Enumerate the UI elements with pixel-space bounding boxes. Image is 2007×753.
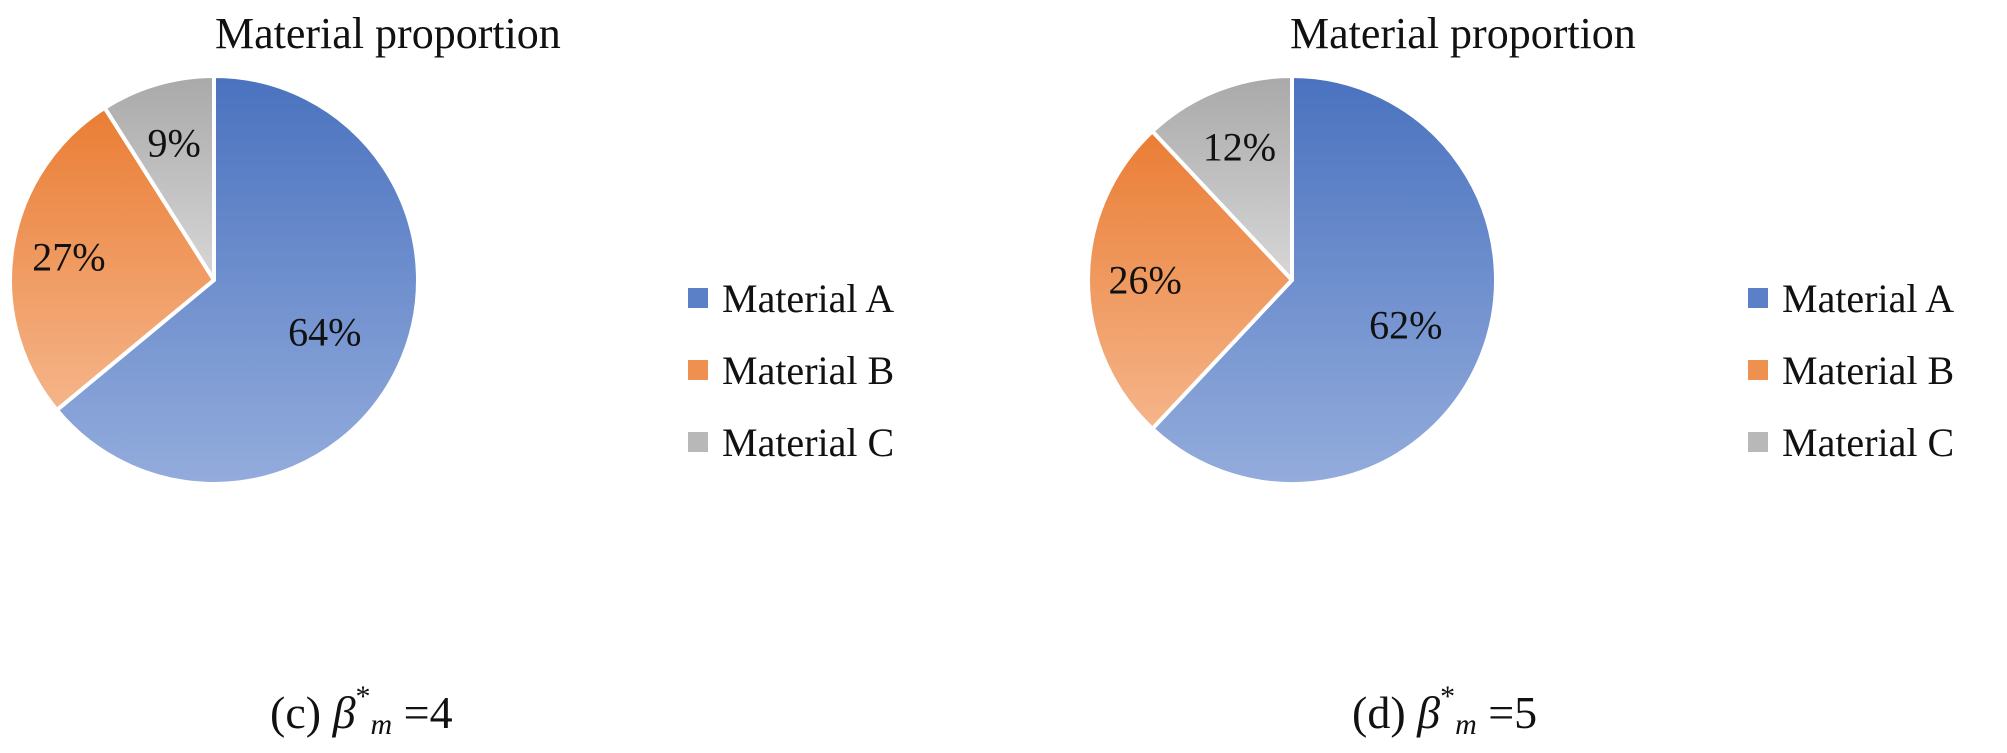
legend-label: Material A xyxy=(722,275,895,321)
legend-swatch-c xyxy=(688,432,708,452)
caption-sup: * xyxy=(1440,680,1456,713)
panel-caption: (c) β*m =4 xyxy=(270,680,453,742)
caption-sub: m xyxy=(1455,708,1477,741)
data-label-material-c: 12% xyxy=(1203,125,1276,170)
slice-material-a xyxy=(54,74,420,486)
chart-panel-d: Material proportion 62% 26% 12% Material A… xyxy=(1078,0,2007,753)
legend-swatch-a xyxy=(1748,288,1768,308)
caption-sub: m xyxy=(370,708,393,741)
caption-symbol: β xyxy=(332,687,356,738)
legend-item-material-a: Material A xyxy=(1748,262,1954,334)
data-label-material-b: 27% xyxy=(32,235,105,280)
slice-material-b xyxy=(8,105,216,413)
chart-title: Material proportion xyxy=(215,9,561,58)
legend-item-material-c: Material C xyxy=(1748,406,1954,478)
caption-prefix: (d) xyxy=(1352,687,1418,738)
legend-label: Material B xyxy=(722,347,895,393)
caption-sup: * xyxy=(355,680,371,713)
caption-suffix: =4 xyxy=(392,687,453,738)
legend-label: Material C xyxy=(1782,419,1955,465)
legend-swatch-c xyxy=(1748,432,1768,452)
slice-material-b xyxy=(1086,129,1294,431)
legend-item-material-b: Material B xyxy=(1748,334,1954,406)
slice-material-a xyxy=(1150,74,1498,486)
legend: Material A Material B Material C xyxy=(688,262,894,478)
data-label-material-b: 26% xyxy=(1108,258,1181,303)
legend-label: Material C xyxy=(722,419,895,465)
legend-item-material-c: Material C xyxy=(688,406,894,478)
data-label-material-a: 62% xyxy=(1369,303,1442,348)
legend-label: Material B xyxy=(1782,347,1955,393)
legend-swatch-b xyxy=(688,360,708,380)
slice-material-c xyxy=(1150,74,1294,282)
legend-label: Material A xyxy=(1782,275,1955,321)
legend: Material A Material B Material C xyxy=(1748,262,1954,478)
legend-swatch-b xyxy=(1748,360,1768,380)
legend-item-material-b: Material B xyxy=(688,334,894,406)
chart-panel-c: Material proportion 64% 27% 9% Material A … xyxy=(0,0,1003,753)
legend-swatch-a xyxy=(688,288,708,308)
pie-chart-c: 64% 27% 9% xyxy=(8,74,420,486)
slice-material-c xyxy=(102,74,216,282)
pie-chart-d: 62% 26% 12% xyxy=(1086,74,1498,486)
caption-prefix: (c) xyxy=(270,687,333,738)
panel-caption: (d) β*m =5 xyxy=(1352,680,1537,742)
caption-suffix: =5 xyxy=(1476,687,1538,738)
data-label-material-c: 9% xyxy=(147,120,200,165)
chart-title: Material proportion xyxy=(1290,9,1636,58)
legend-item-material-a: Material A xyxy=(688,262,894,334)
data-label-material-a: 64% xyxy=(288,310,361,355)
caption-symbol: β xyxy=(1417,687,1441,738)
